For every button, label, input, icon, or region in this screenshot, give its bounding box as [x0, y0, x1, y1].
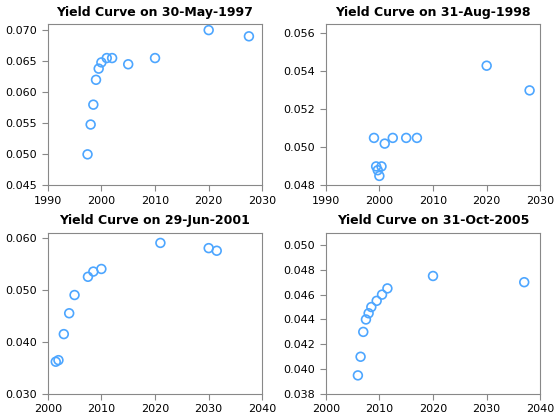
- Point: [102, 55, 111, 61]
- Point: [372, 163, 381, 170]
- Point: [212, 247, 221, 254]
- Point: [367, 304, 376, 310]
- Point: [359, 328, 368, 335]
- Point: [245, 33, 254, 39]
- Point: [204, 245, 213, 252]
- Point: [89, 101, 98, 108]
- Point: [353, 372, 362, 379]
- Point: [525, 87, 534, 94]
- Point: [97, 59, 106, 66]
- Point: [86, 121, 95, 128]
- Point: [520, 279, 529, 286]
- Point: [380, 140, 389, 147]
- Point: [370, 134, 379, 141]
- Point: [151, 55, 160, 61]
- Point: [412, 134, 421, 141]
- Point: [204, 27, 213, 34]
- Point: [54, 357, 63, 364]
- Point: [374, 167, 382, 173]
- Point: [156, 239, 165, 246]
- Point: [402, 134, 410, 141]
- Point: [83, 151, 92, 158]
- Title: Yield Curve on 30-May-1997: Yield Curve on 30-May-1997: [57, 5, 254, 18]
- Point: [52, 358, 60, 365]
- Point: [70, 291, 79, 298]
- Point: [91, 76, 100, 83]
- Point: [89, 268, 98, 275]
- Point: [364, 310, 373, 317]
- Point: [94, 65, 103, 72]
- Point: [361, 316, 370, 323]
- Title: Yield Curve on 31-Oct-2005: Yield Curve on 31-Oct-2005: [337, 214, 529, 227]
- Point: [377, 291, 386, 298]
- Point: [383, 285, 392, 292]
- Point: [372, 297, 381, 304]
- Point: [375, 173, 384, 179]
- Title: Yield Curve on 31-Aug-1998: Yield Curve on 31-Aug-1998: [335, 5, 531, 18]
- Title: Yield Curve on 29-Jun-2001: Yield Curve on 29-Jun-2001: [59, 214, 250, 227]
- Point: [356, 353, 365, 360]
- Point: [428, 273, 437, 279]
- Point: [388, 134, 397, 141]
- Point: [108, 55, 116, 61]
- Point: [97, 265, 106, 272]
- Point: [377, 163, 386, 170]
- Point: [124, 61, 133, 68]
- Point: [482, 62, 491, 69]
- Point: [83, 273, 92, 280]
- Point: [59, 331, 68, 337]
- Point: [65, 310, 74, 317]
